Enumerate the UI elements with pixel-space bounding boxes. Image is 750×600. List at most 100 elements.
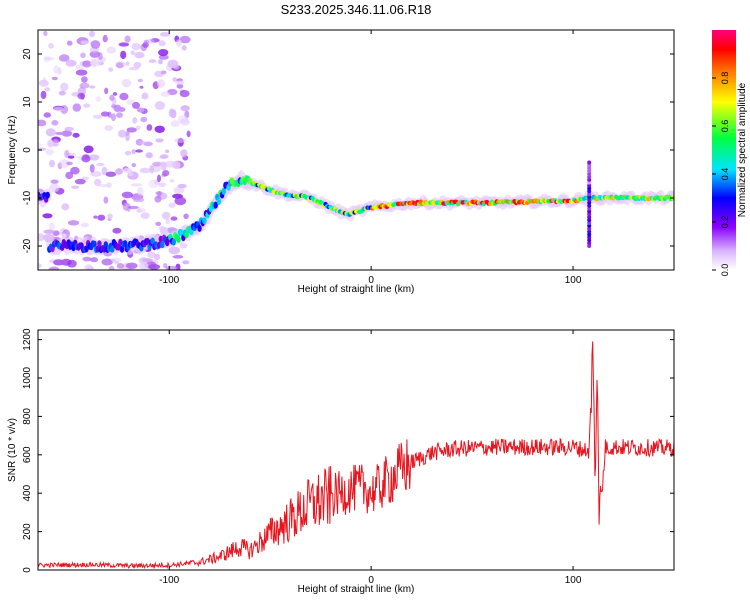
streak-cell [587,223,592,228]
noise-blob [112,92,118,96]
noise-blob [148,59,157,63]
noise-blob [67,155,75,159]
noise-blob [128,205,139,210]
noise-blob [80,222,89,228]
noise-blob [158,40,166,47]
noise-blob [64,149,70,158]
noise-blob [67,220,80,226]
streak-cell [587,189,592,194]
noise-blob [118,107,126,112]
ridge-cell [213,201,218,209]
noise-blob [160,154,169,159]
noise-blob [133,61,142,69]
noise-blob [64,126,74,132]
noise-blob [131,42,141,51]
noise-blob [158,49,169,57]
noise-blob [61,130,73,137]
snr-ytick-label: 0 [22,567,33,573]
noise-blob [55,131,65,136]
noise-blob [65,171,74,180]
noise-blob [38,143,42,147]
noise-blob [152,161,163,167]
noise-blob [44,57,55,61]
noise-blob [174,138,186,143]
noise-blob [168,202,176,208]
noise-blob [48,266,60,270]
noise-blob [93,215,98,219]
noise-blob [131,149,136,155]
ridge-cell [45,191,50,199]
noise-blob [105,171,117,177]
streak-cell [587,212,592,217]
noise-blob [65,59,77,67]
noise-blob [40,90,47,100]
noise-blob [51,76,58,81]
noise-blob [100,111,110,117]
noise-blob [132,117,138,124]
noise-blob [109,94,115,101]
snr-ytick-label: 200 [22,523,33,540]
noise-blob [42,213,53,219]
noise-blob [84,264,94,270]
streak-cell [587,186,592,191]
ridge-cell [171,238,176,246]
ridge-cell [150,237,155,245]
noise-blob [72,103,82,112]
noise-blob [90,58,98,68]
noise-blob [97,183,109,188]
noise-blob [58,90,66,96]
heatmap-xtick-label: -100 [159,275,179,286]
noise-blob [128,172,134,177]
noise-blob [161,211,171,220]
noise-blob [179,243,188,249]
streak-cell [587,160,592,165]
noise-blob [43,30,48,36]
noise-blob [72,132,80,138]
noise-blob [49,159,55,168]
noise-blob [121,78,132,88]
heatmap-ytick-label: -10 [22,190,33,205]
heatmap-ytick-label: 10 [22,96,33,108]
streak-cell [587,197,592,202]
noise-blob [158,182,167,187]
streak-cell [587,169,592,174]
noise-blob [88,154,100,161]
streak-cell [587,209,592,214]
streak-cell [587,192,592,197]
figure-title: S233.2025.346.11.06.R18 [281,2,432,17]
heatmap-xlabel: Height of straight line (km) [298,284,415,295]
noise-blob [89,85,96,89]
noise-blob [161,173,167,177]
noise-blob [183,213,189,220]
noise-blob [179,90,190,98]
noise-blob [141,92,149,100]
noise-blob [118,42,130,47]
noise-blob [120,50,127,60]
noise-blob [90,257,99,263]
ridge-cell [221,187,226,195]
snr-ytick-label: 800 [22,408,33,425]
noise-blob [179,35,191,44]
noise-blob [140,212,150,219]
noise-blob [115,168,123,175]
snr-xtick-label: 0 [368,575,374,586]
noise-blob [135,125,141,131]
ridge-cell [176,235,181,243]
noise-blob [138,140,147,145]
heatmap-xtick-label: 100 [565,275,582,286]
noise-blob [135,149,143,153]
noise-blob [165,149,170,154]
noise-blob [154,125,165,133]
snr-ytick-label: 600 [22,446,33,463]
noise-blob [148,264,161,270]
streak-cell [587,195,592,199]
snr-background [38,330,674,570]
noise-blob [103,196,109,204]
noise-blob [83,103,91,108]
noise-blob [157,79,165,88]
noise-blob [48,42,55,49]
noise-blob [59,82,69,92]
noise-blob [47,139,54,148]
